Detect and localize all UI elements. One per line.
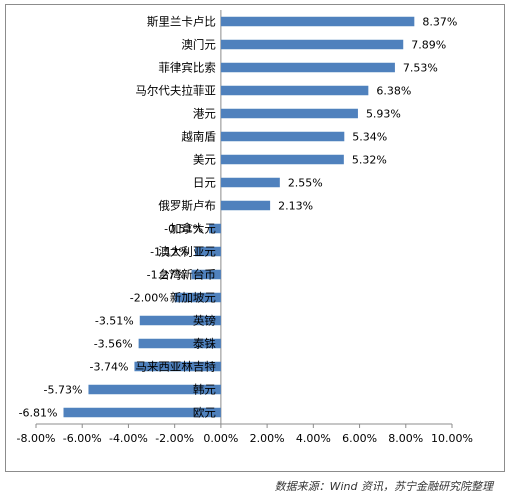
data-label: 5.93% [366,108,401,121]
bar [220,200,271,211]
data-label: -1.27% [147,269,186,282]
category-label: 澳大利亚元 [158,245,216,259]
data-label: 2.55% [288,177,323,190]
x-tick-label: 2.00% [250,432,285,445]
bar [191,269,221,280]
bar [174,292,221,303]
data-label: -1.12% [150,246,189,259]
data-label: -3.56% [94,338,133,351]
bar [134,361,221,372]
data-label: 7.89% [411,39,446,52]
category-label: 澳门元 [181,38,216,52]
data-label: -2.00% [130,292,169,305]
category-label: 韩元 [193,383,216,397]
category-label: 越南盾 [181,130,216,144]
bar [195,246,221,257]
x-tick-label: 10.00% [431,432,473,445]
bar [220,16,415,27]
data-label: -6.81% [19,407,58,420]
data-label: -0.51% [164,223,203,236]
category-label: 马来西亚林吉特 [135,360,216,374]
bar [220,154,344,165]
x-tick-label: -6.00% [63,432,102,445]
data-label: 2.13% [278,200,313,213]
bar [63,407,221,418]
category-label: 马尔代夫拉菲亚 [135,84,216,98]
source-note: 数据来源：Wind 资讯，苏宁金融研究院整理 [274,480,493,493]
data-label: -5.73% [44,384,83,397]
data-label: -3.74% [90,361,129,374]
bar [209,223,221,234]
x-tick-label: 8.00% [388,432,423,445]
chart-frame [5,4,505,472]
category-label: 英镑 [193,314,216,328]
bar [139,315,221,326]
bar [220,108,358,119]
category-label: 日元 [193,176,216,190]
x-tick-label: -4.00% [109,432,148,445]
category-label: 台湾新台币 [158,268,216,282]
category-label: 斯里兰卡卢比 [147,15,216,29]
category-label: 加拿大元 [170,222,216,236]
bar [220,131,345,142]
data-label: 7.53% [403,62,438,75]
bar [88,384,221,395]
data-label: 6.38% [376,85,411,98]
data-label: 5.34% [352,131,387,144]
x-tick-label: 4.00% [296,432,331,445]
category-label: 欧元 [193,406,216,420]
x-tick-label: 6.00% [342,432,377,445]
category-label: 菲律宾比索 [158,61,216,75]
category-label: 美元 [193,153,216,167]
bar [220,39,404,50]
bar [220,177,280,188]
bar [138,338,221,349]
category-label: 泰铢 [193,337,216,351]
bar [220,85,369,96]
data-label: 8.37% [422,16,457,29]
data-label: -3.51% [95,315,134,328]
category-label: 港元 [193,107,216,121]
x-tick-label: -2.00% [155,432,194,445]
data-label: 5.32% [352,154,387,167]
x-tick-label: 0.00% [203,432,238,445]
category-label: 新加坡元 [170,291,216,305]
category-label: 俄罗斯卢布 [158,199,216,213]
bar [220,62,395,73]
x-tick-label: -8.00% [17,432,56,445]
